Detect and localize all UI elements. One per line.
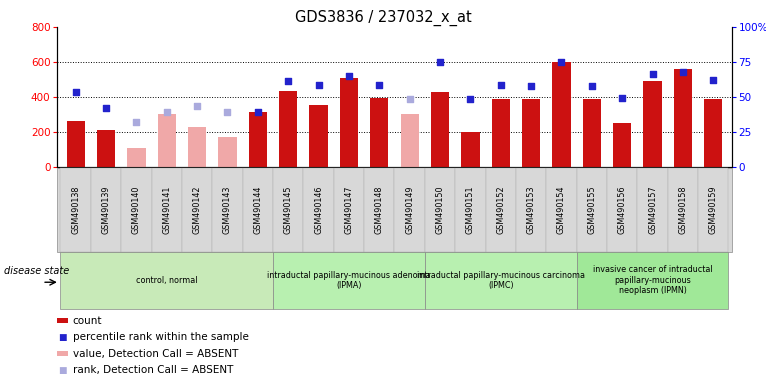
Point	[252, 109, 264, 115]
Point	[161, 109, 173, 115]
Point	[221, 109, 234, 115]
Text: GSM490150: GSM490150	[436, 185, 444, 234]
Point	[677, 68, 689, 74]
Text: intraductal papillary-mucinous adenoma
(IPMA): intraductal papillary-mucinous adenoma (…	[267, 271, 430, 290]
Text: GSM490152: GSM490152	[496, 185, 506, 234]
Bar	[492, 99, 510, 167]
Text: GSM490142: GSM490142	[192, 185, 201, 234]
Bar	[583, 99, 601, 167]
Text: percentile rank within the sample: percentile rank within the sample	[73, 332, 249, 342]
Text: GSM490143: GSM490143	[223, 186, 232, 234]
Text: GSM490145: GSM490145	[283, 185, 293, 234]
Bar	[309, 105, 328, 167]
Bar	[613, 123, 631, 167]
Bar	[431, 92, 449, 167]
Point	[616, 95, 628, 101]
Text: intraductal papillary-mucinous carcinoma
(IPMC): intraductal papillary-mucinous carcinoma…	[417, 271, 584, 290]
Bar	[370, 98, 388, 167]
Text: GSM490154: GSM490154	[557, 185, 566, 234]
Bar	[340, 78, 358, 167]
Bar	[643, 81, 662, 167]
Bar	[249, 112, 267, 167]
Text: count: count	[73, 316, 103, 326]
Point	[586, 83, 598, 89]
Text: value, Detection Call = ABSENT: value, Detection Call = ABSENT	[73, 349, 238, 359]
Text: GSM490146: GSM490146	[314, 186, 323, 234]
Bar	[674, 69, 692, 167]
Point	[282, 78, 294, 84]
Text: disease state: disease state	[4, 266, 69, 276]
Bar	[188, 127, 206, 167]
Point	[343, 73, 355, 79]
Text: GSM490157: GSM490157	[648, 185, 657, 234]
Point	[191, 103, 203, 109]
Text: GSM490148: GSM490148	[375, 186, 384, 234]
Point	[495, 82, 507, 88]
Point	[313, 82, 325, 88]
Bar	[552, 62, 571, 167]
Bar	[218, 137, 237, 167]
Text: ■: ■	[58, 333, 67, 342]
Text: GSM490159: GSM490159	[709, 185, 718, 234]
Text: GSM490138: GSM490138	[71, 186, 80, 234]
Point	[130, 119, 142, 126]
Text: GDS3836 / 237032_x_at: GDS3836 / 237032_x_at	[295, 10, 471, 26]
Text: invasive cancer of intraductal
papillary-mucinous
neoplasm (IPMN): invasive cancer of intraductal papillary…	[593, 265, 712, 295]
Text: GSM490156: GSM490156	[617, 185, 627, 234]
Point	[100, 105, 112, 111]
Point	[404, 96, 416, 102]
Point	[707, 77, 719, 83]
Bar	[522, 99, 540, 167]
Text: GSM490153: GSM490153	[527, 185, 535, 234]
Point	[464, 96, 476, 102]
Bar	[67, 121, 85, 167]
Bar	[704, 99, 722, 167]
Text: GSM490155: GSM490155	[588, 185, 597, 234]
Point	[434, 59, 446, 65]
Bar	[279, 91, 297, 167]
Text: GSM490139: GSM490139	[102, 185, 110, 234]
Text: rank, Detection Call = ABSENT: rank, Detection Call = ABSENT	[73, 365, 233, 375]
Bar	[158, 114, 176, 167]
Bar	[461, 132, 480, 167]
Bar	[401, 114, 419, 167]
Point	[525, 83, 537, 89]
Point	[555, 59, 568, 65]
Point	[373, 82, 385, 88]
Point	[647, 71, 659, 77]
Text: GSM490149: GSM490149	[405, 185, 414, 234]
Text: GSM490147: GSM490147	[345, 185, 353, 234]
Bar	[127, 148, 146, 167]
Text: control, normal: control, normal	[136, 276, 198, 285]
Text: GSM490151: GSM490151	[466, 185, 475, 234]
Text: GSM490158: GSM490158	[679, 185, 687, 234]
Text: ■: ■	[58, 366, 67, 375]
Text: GSM490140: GSM490140	[132, 186, 141, 234]
Text: GSM490144: GSM490144	[254, 186, 262, 234]
Text: GSM490141: GSM490141	[162, 186, 172, 234]
Bar	[97, 130, 115, 167]
Point	[70, 89, 82, 95]
